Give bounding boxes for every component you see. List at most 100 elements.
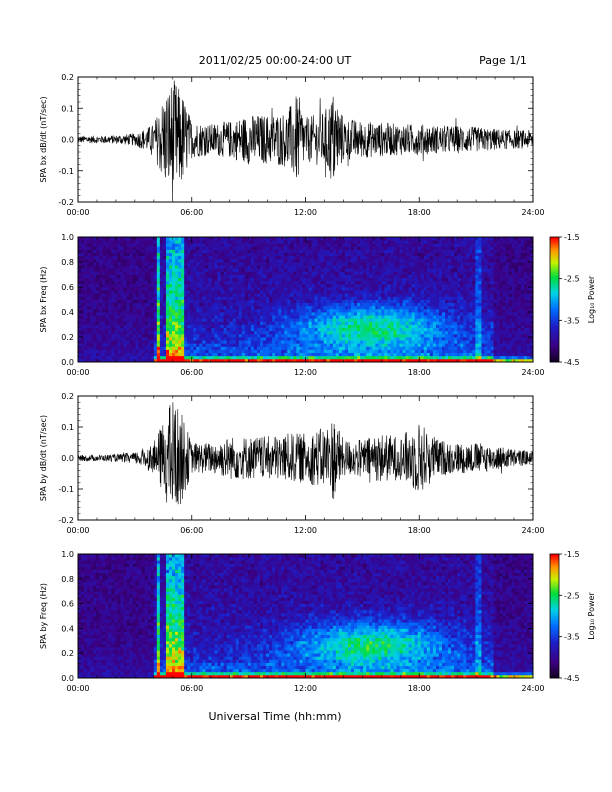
- colorbar-segment: [550, 620, 559, 623]
- colorbar-segment: [550, 266, 559, 269]
- colorbar-segment: [550, 576, 559, 580]
- colorbar-segment: [550, 262, 559, 265]
- colorbar-segment: [550, 574, 559, 578]
- figure-title: 2011/02/25 00:00-24:00 UT: [199, 54, 352, 67]
- colorbar-segment: [550, 289, 559, 292]
- y-tick-label: 1.0: [61, 233, 74, 242]
- colorbar-segment: [550, 243, 559, 246]
- x-tick-label: 00:00: [66, 208, 89, 217]
- colorbar-label: Log₁₀ Power: [587, 275, 596, 323]
- colorbar-segment: [550, 675, 559, 679]
- y-tick-label: 0.2: [61, 649, 74, 658]
- panels: 00:00 06:00 12:00 18:00 24:00 -0.2 -0.1 0.0 0.1 0…: [39, 73, 596, 693]
- y-axis-label: SPA bx Freq (Hz): [39, 267, 48, 333]
- colorbar-tick-label: -4.5: [564, 358, 580, 367]
- colorbar-segment: [550, 665, 559, 669]
- colorbar-segment: [550, 570, 559, 573]
- y-tick-label: -0.2: [58, 516, 74, 525]
- colorbar-segment: [550, 345, 559, 348]
- colorbar-segment: [550, 599, 559, 602]
- colorbar-segment: [550, 626, 559, 629]
- colorbar-frame: [549, 236, 560, 363]
- colorbar-segment: [550, 301, 559, 305]
- colorbar-segment: [550, 582, 559, 586]
- colorbar-segment: [550, 303, 559, 307]
- colorbar-segment: [550, 334, 559, 338]
- colorbar-segment: [550, 278, 559, 282]
- colorbar-segment: [550, 284, 559, 288]
- colorbar-segment: [550, 291, 559, 294]
- waveform-line: [77, 402, 534, 505]
- x-tick-label: 06:00: [180, 368, 203, 377]
- colorbar-segment: [550, 657, 559, 660]
- colorbar-segment: [550, 322, 559, 325]
- y-tick-label: 0.2: [61, 392, 74, 401]
- y-axis-label: SPA by Freq (Hz): [39, 583, 48, 649]
- colorbar-segment: [550, 280, 559, 284]
- x-tick-label: 06:00: [180, 684, 203, 693]
- colorbar-segment: [550, 613, 559, 617]
- colorbar-segment: [550, 274, 559, 277]
- colorbar-segment: [550, 616, 559, 619]
- colorbar-segment: [550, 355, 559, 359]
- y-tick-label: 0.4: [61, 624, 74, 633]
- panel-4: -1.5 -2.5 -3.5 -4.5 Log₁₀ Power 00:00 06:00 12:…: [39, 550, 596, 693]
- colorbar-segment: [550, 247, 559, 250]
- x-tick-label: 24:00: [521, 368, 544, 377]
- x-tick-label: 12:00: [294, 368, 317, 377]
- colorbar-segment: [550, 353, 559, 357]
- colorbar-segment: [550, 651, 559, 654]
- colorbar-segment: [550, 299, 559, 302]
- y-tick-label: 0.2: [61, 73, 74, 82]
- colorbar-segment: [550, 618, 559, 621]
- colorbar-segment: [550, 605, 559, 609]
- colorbar-segment: [550, 622, 559, 625]
- y-axis-label: SPA by dB/dt (nT/sec): [39, 415, 48, 501]
- colorbar-segment: [550, 249, 559, 252]
- colorbar-segment: [550, 649, 559, 652]
- colorbar-segment: [550, 628, 559, 631]
- colorbar-segment: [550, 587, 559, 590]
- colorbar-segment: [550, 295, 559, 298]
- colorbar-segment: [550, 293, 559, 296]
- colorbar-segment: [550, 638, 559, 642]
- y-tick-label: 0.0: [61, 136, 74, 145]
- colorbar-segment: [550, 653, 559, 656]
- colorbar-segment: [550, 560, 559, 563]
- colorbar-segment: [550, 564, 559, 567]
- x-tick-label: 00:00: [66, 368, 89, 377]
- y-tick-label: -0.1: [58, 485, 74, 494]
- colorbar-segment: [550, 347, 559, 350]
- y-tick-label: 0.1: [61, 423, 74, 432]
- colorbar-segment: [550, 330, 559, 334]
- colorbar-segment: [550, 642, 559, 646]
- x-tick-label: 06:00: [180, 526, 203, 535]
- colorbar-segment: [550, 359, 559, 363]
- colorbar-segment: [550, 669, 559, 673]
- colorbar-segment: [550, 593, 559, 596]
- x-tick-label: 12:00: [294, 208, 317, 217]
- colorbar-segment: [550, 312, 559, 315]
- colorbar-segment: [550, 568, 559, 571]
- colorbar-segment: [550, 566, 559, 569]
- y-tick-label: 0.4: [61, 308, 74, 317]
- colorbar-segment: [550, 237, 559, 240]
- waveform-group: [77, 402, 534, 505]
- colorbar-tick-label: -1.5: [564, 550, 580, 559]
- colorbar-segment: [550, 297, 559, 300]
- colorbar-segment: [550, 309, 559, 313]
- x-tick-label: 06:00: [180, 208, 203, 217]
- colorbar-segment: [550, 671, 559, 675]
- y-tick-label: 0.8: [61, 575, 74, 584]
- colorbar-segment: [550, 624, 559, 627]
- colorbar-segment: [550, 663, 559, 666]
- colorbar-segment: [550, 591, 559, 594]
- colorbar-segment: [550, 314, 559, 317]
- colorbar-segment: [550, 272, 559, 275]
- colorbar-segment: [550, 259, 559, 263]
- colorbar-segment: [550, 634, 559, 638]
- x-tick-label: 24:00: [521, 208, 544, 217]
- colorbar-segment: [550, 276, 559, 280]
- page-indicator: Page 1/1: [479, 54, 527, 67]
- colorbar-tick-label: -4.5: [564, 674, 580, 683]
